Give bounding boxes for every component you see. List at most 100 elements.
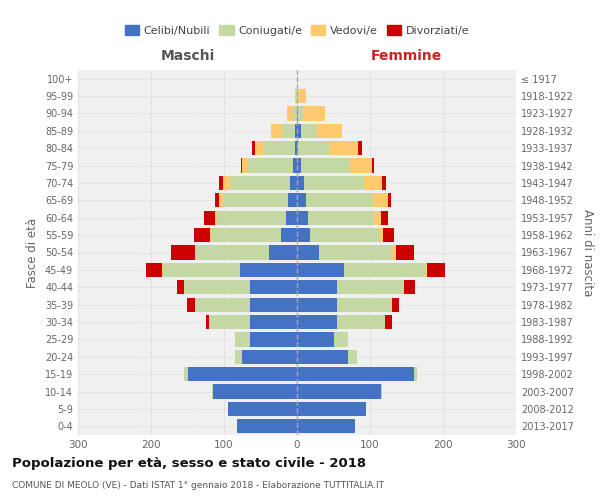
Bar (404, 280, 415, 294)
Bar (414, 367, 418, 382)
Bar (219, 193, 223, 208)
Bar (227, 402, 297, 416)
Bar (297, 367, 414, 382)
Bar (329, 141, 358, 156)
Bar (264, 141, 295, 156)
Bar (286, 210, 297, 225)
Bar (297, 332, 334, 346)
Bar (194, 228, 210, 242)
Text: Maschi: Maschi (160, 48, 215, 62)
Bar (217, 210, 286, 225)
Bar (385, 315, 392, 329)
Bar (293, 106, 297, 120)
Bar (296, 89, 297, 103)
Bar (297, 228, 310, 242)
Bar (248, 158, 293, 172)
Bar (281, 124, 295, 138)
Bar (297, 315, 337, 329)
Bar (350, 158, 372, 172)
Bar (187, 367, 297, 382)
Bar (319, 246, 392, 260)
Bar (162, 263, 163, 277)
Bar (334, 332, 348, 346)
Bar (425, 263, 427, 277)
Bar (297, 298, 337, 312)
Bar (293, 158, 297, 172)
Bar (250, 332, 297, 346)
Bar (298, 89, 306, 103)
Bar (206, 315, 209, 329)
Text: Popolazione per età, sesso e stato civile - 2018: Popolazione per età, sesso e stato civil… (12, 458, 366, 470)
Bar (297, 158, 301, 172)
Bar (235, 350, 242, 364)
Bar (250, 315, 297, 329)
Bar (303, 106, 325, 120)
Bar (297, 384, 381, 398)
Bar (364, 176, 382, 190)
Bar (297, 419, 355, 434)
Bar (176, 280, 184, 294)
Bar (163, 263, 240, 277)
Bar (373, 193, 388, 208)
Bar (219, 176, 223, 190)
Bar (301, 158, 350, 172)
Text: Femmine: Femmine (371, 48, 442, 62)
Bar (241, 158, 242, 172)
Bar (269, 246, 297, 260)
Bar (297, 280, 337, 294)
Bar (295, 141, 297, 156)
Bar (223, 193, 288, 208)
Bar (297, 89, 298, 103)
Bar (383, 228, 394, 242)
Bar (392, 298, 399, 312)
Bar (237, 419, 297, 434)
Bar (184, 367, 187, 382)
Bar (395, 246, 414, 260)
Bar (235, 332, 250, 346)
Bar (250, 280, 297, 294)
Bar (250, 298, 297, 312)
Bar (184, 280, 250, 294)
Bar (379, 228, 383, 242)
Bar (196, 246, 269, 260)
Bar (297, 141, 298, 156)
Bar (295, 89, 296, 103)
Legend: Celibi/Nubili, Coniugati/e, Vedovi/e, Divorziati/e: Celibi/Nubili, Coniugati/e, Vedovi/e, Di… (121, 21, 473, 40)
Bar (304, 176, 364, 190)
Bar (317, 124, 342, 138)
Bar (209, 315, 250, 329)
Bar (358, 141, 362, 156)
Bar (337, 280, 404, 294)
Bar (427, 263, 445, 277)
Bar (290, 176, 297, 190)
Y-axis label: Anni di nascita: Anni di nascita (581, 209, 593, 296)
Bar (215, 210, 217, 225)
Bar (195, 298, 250, 312)
Bar (297, 193, 306, 208)
Bar (374, 210, 381, 225)
Bar (240, 263, 297, 277)
Bar (204, 210, 215, 225)
Bar (298, 141, 329, 156)
Bar (297, 263, 344, 277)
Bar (392, 246, 395, 260)
Bar (146, 263, 162, 277)
Bar (297, 106, 298, 120)
Bar (256, 141, 264, 156)
Bar (242, 350, 297, 364)
Bar (172, 246, 195, 260)
Bar (310, 228, 379, 242)
Bar (297, 176, 304, 190)
Bar (281, 228, 297, 242)
Bar (344, 263, 425, 277)
Bar (372, 158, 374, 172)
Bar (308, 210, 374, 225)
Bar (195, 246, 196, 260)
Bar (297, 402, 367, 416)
Bar (295, 124, 297, 138)
Bar (288, 193, 297, 208)
Bar (301, 124, 317, 138)
Bar (388, 193, 391, 208)
Bar (242, 158, 248, 172)
Bar (271, 124, 281, 138)
